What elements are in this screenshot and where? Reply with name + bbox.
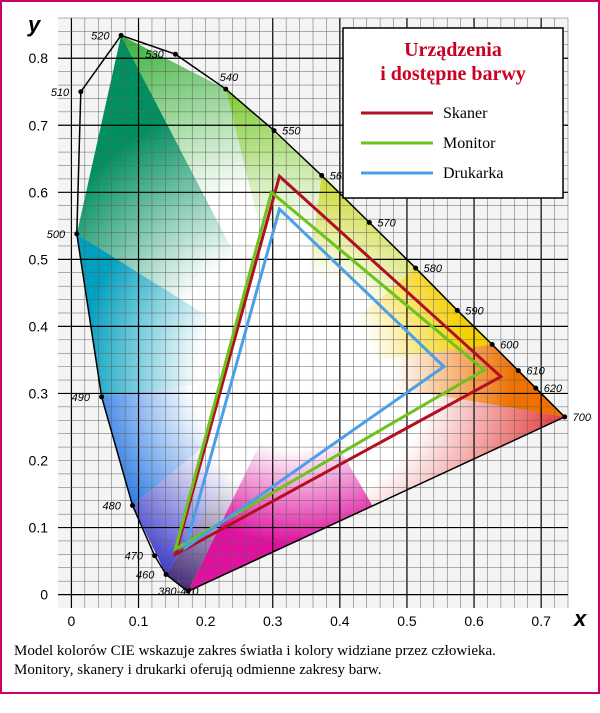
locus-label-530: 530 xyxy=(145,49,164,61)
locus-label-540: 540 xyxy=(220,72,239,84)
xtick: 0.2 xyxy=(196,613,216,629)
xtick: 0.7 xyxy=(531,613,551,629)
locus-label-610: 610 xyxy=(526,366,545,378)
ytick: 0.3 xyxy=(29,385,49,401)
ytick: 0.5 xyxy=(29,251,49,267)
caption-line2: Monitory, skanery i drukarki oferują odm… xyxy=(14,662,382,678)
locus-label-600: 600 xyxy=(500,340,519,352)
ytick: 0.2 xyxy=(29,453,49,469)
caption: Model kolorów CIE wskazuje zakres światł… xyxy=(8,634,592,680)
xtick: 0.6 xyxy=(464,613,484,629)
ytick: 0 xyxy=(40,587,48,603)
cie-chart: 380-410460470480490500510520530540550560… xyxy=(8,8,592,634)
ytick: 0.4 xyxy=(29,318,49,334)
ytick: 0.7 xyxy=(29,117,49,133)
ytick: 0.6 xyxy=(29,184,49,200)
locus-label-480: 480 xyxy=(102,500,121,512)
legend-label-monitor: Monitor xyxy=(443,135,496,152)
locus-label-510: 510 xyxy=(51,87,70,99)
locus-label-490: 490 xyxy=(72,392,91,404)
legend: Urządzeniai dostępne barwy Skaner Monitor D… xyxy=(343,28,563,198)
locus-label-620: 620 xyxy=(544,383,563,395)
figure-card: 380-410460470480490500510520530540550560… xyxy=(0,0,600,694)
locus-label-580: 580 xyxy=(424,263,443,275)
locus-label-380: 380-410 xyxy=(158,586,199,598)
locus-label-460: 460 xyxy=(136,569,155,581)
locus-label-700: 700-780 xyxy=(573,412,592,424)
ytick: 0.8 xyxy=(29,50,49,66)
x-axis-label: x xyxy=(573,606,587,631)
legend-title-2: i dostępne barwy xyxy=(380,63,526,85)
locus-label-470: 470 xyxy=(125,551,144,563)
xtick: 0.5 xyxy=(397,613,417,629)
locus-label-500: 500 xyxy=(47,229,66,241)
xtick: 0 xyxy=(68,613,76,629)
legend-label-drukarka: Drukarka xyxy=(443,165,503,182)
y-axis-label: y xyxy=(27,12,42,37)
xtick: 0.3 xyxy=(263,613,283,629)
caption-line1: Model kolorów CIE wskazuje zakres światł… xyxy=(14,643,496,659)
locus-label-550: 550 xyxy=(282,126,301,138)
legend-title-1: Urządzenia xyxy=(404,39,502,61)
locus-label-520: 520 xyxy=(91,30,110,42)
xtick: 0.4 xyxy=(330,613,350,629)
legend-label-skaner: Skaner xyxy=(443,105,488,122)
ytick: 0.1 xyxy=(29,520,49,536)
xtick: 0.1 xyxy=(129,613,149,629)
locus-label-570: 570 xyxy=(377,217,396,229)
locus-label-590: 590 xyxy=(465,305,484,317)
